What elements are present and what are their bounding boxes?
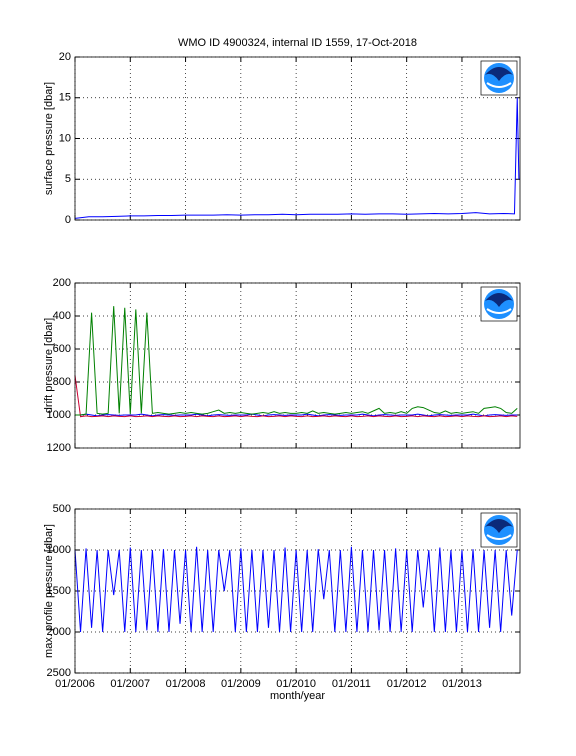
axes-frame (74, 56, 521, 221)
x-axis-label: month/year (270, 690, 325, 702)
x-tick-label: 01/2009 (221, 678, 261, 690)
noaa-logo (480, 60, 518, 96)
y-axis-label: surface pressure [dbar] (43, 82, 55, 195)
y-tick-label: 2500 (47, 667, 71, 679)
axes-frame (74, 282, 521, 449)
data-line (75, 306, 518, 416)
y-tick-label: 600 (53, 343, 71, 355)
x-tick-label: 01/2010 (276, 678, 316, 690)
logo-wave (486, 534, 512, 540)
plot-area (75, 57, 520, 220)
logo-wave (486, 82, 512, 88)
x-tick-label: 01/2006 (55, 678, 95, 690)
noaa-logo (480, 512, 518, 548)
chart-title: WMO ID 4900324, internal ID 1559, 17-Oct… (178, 37, 417, 49)
y-tick-label: 1000 (47, 544, 71, 556)
y-tick-label: 10 (59, 132, 71, 144)
y-tick-label: 0 (65, 214, 71, 226)
plot-area (75, 283, 520, 448)
data-line (74, 375, 518, 418)
y-tick-label: 200 (53, 277, 71, 289)
data-line (74, 97, 520, 219)
x-tick-label: 01/2008 (166, 678, 206, 690)
y-tick-label: 5 (65, 173, 71, 185)
y-tick-label: 1000 (47, 409, 71, 421)
logo-bird (485, 67, 513, 81)
logo-bird (485, 293, 513, 307)
y-tick-label: 20 (59, 51, 71, 63)
y-tick-label: 2000 (47, 626, 71, 638)
logo-bird (485, 519, 513, 533)
x-tick-label: 01/2013 (442, 678, 482, 690)
data-line (75, 413, 518, 417)
x-tick-label: 01/2007 (110, 678, 150, 690)
y-tick-label: 400 (53, 310, 71, 322)
x-tick-label: 01/2011 (332, 678, 371, 690)
data-line (74, 546, 518, 633)
y-tick-label: 800 (53, 376, 71, 388)
y-tick-label: 15 (59, 92, 71, 104)
y-tick-label: 1500 (47, 585, 71, 597)
logos (480, 60, 518, 548)
y-tick-label: 500 (53, 503, 71, 515)
noaa-logo (480, 286, 518, 322)
axes-frame (74, 508, 521, 674)
y-tick-label: 1200 (47, 442, 71, 454)
x-tick-label: 01/2012 (387, 678, 427, 690)
y-axis-label: max. profile pressure [dbar] (43, 524, 55, 658)
logo-wave (486, 308, 512, 314)
y-axis-label: drift pressure [dbar] (43, 318, 55, 413)
